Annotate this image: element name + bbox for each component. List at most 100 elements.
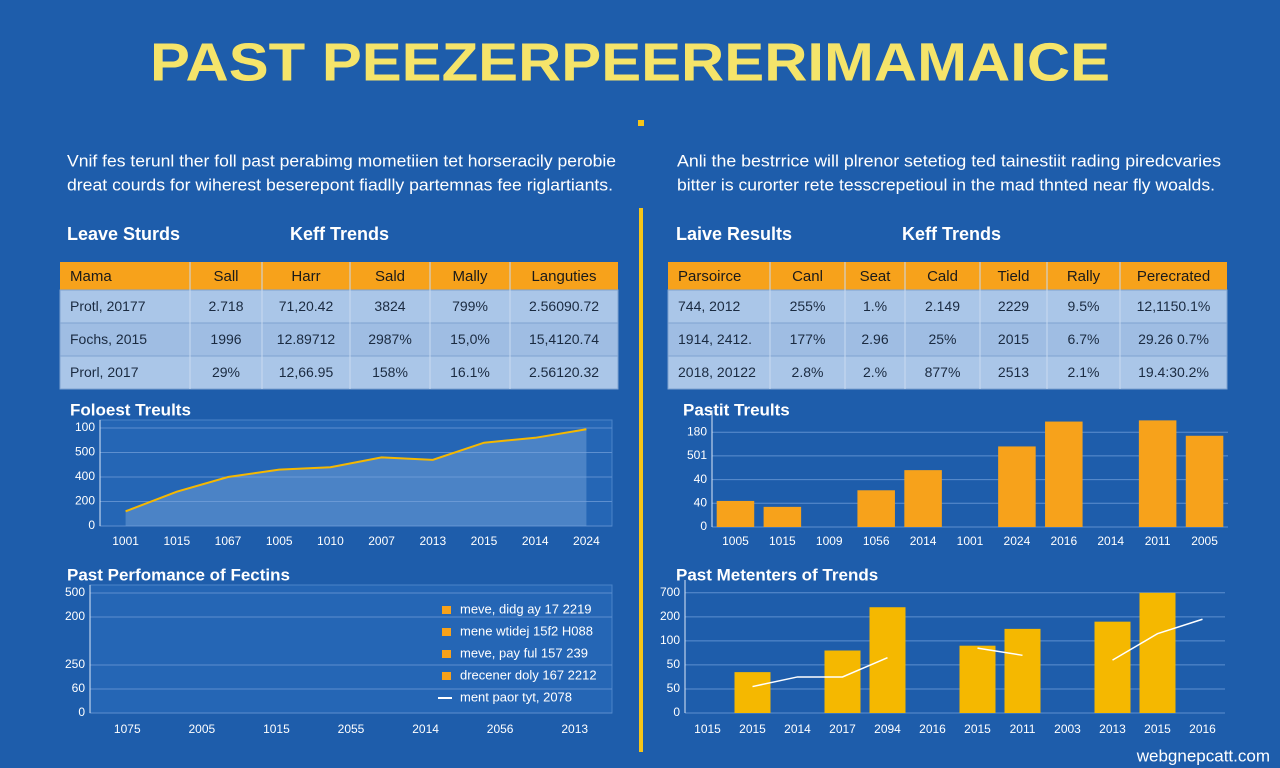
legend-label: meve, pay ful 157 239 <box>460 645 588 660</box>
table-cell: 2513 <box>998 364 1029 380</box>
table-cell: 877% <box>925 364 961 380</box>
table-cell: 1.% <box>863 298 887 314</box>
y-tick-label: 180 <box>687 424 707 438</box>
x-tick-label: 2014 <box>910 534 937 548</box>
x-tick-label: 2014 <box>1097 534 1124 548</box>
table-cell: 255% <box>790 298 826 314</box>
x-tick-label: 2056 <box>487 722 514 736</box>
x-tick-label: 2015 <box>471 534 498 548</box>
x-tick-label: 2011 <box>1145 534 1171 548</box>
table-header: Parsoirce <box>678 268 741 285</box>
section-heading: Laive Results <box>676 224 792 244</box>
table-cell: 6.7% <box>1068 331 1100 347</box>
x-tick-label: 1001 <box>957 534 984 548</box>
line <box>752 618 1203 688</box>
table-header-bg <box>60 262 618 290</box>
area <box>125 429 587 526</box>
y-tick-label: 200 <box>65 609 85 623</box>
y-tick-label: 700 <box>660 585 680 599</box>
table-header: Cald <box>927 268 958 285</box>
table-cell: 2.96 <box>861 331 888 347</box>
intro-text: bitter is curorter rete tesscrepetioul i… <box>677 175 1215 194</box>
table-cell: 71,20.42 <box>279 298 334 314</box>
bar <box>824 650 861 713</box>
table-row-bg <box>59 355 619 390</box>
y-tick-label: 0 <box>700 519 707 533</box>
table-row-bg <box>667 355 1228 390</box>
table-cell: 799% <box>452 298 488 314</box>
table-cell: 1996 <box>210 331 241 347</box>
legend-label: meve, didg ay 17 2219 <box>460 601 592 616</box>
bar <box>1045 421 1083 527</box>
x-tick-label: 2014 <box>522 534 549 548</box>
x-tick-label: 1015 <box>694 722 721 736</box>
table-cell: 9.5% <box>1068 298 1100 314</box>
table-cell: 2.8% <box>792 364 824 380</box>
x-tick-label: 2014 <box>412 722 439 736</box>
y-tick-label: 100 <box>75 420 95 434</box>
y-tick-label: 501 <box>687 448 707 462</box>
table-cell: 25% <box>928 331 956 347</box>
table-cell: 2987% <box>368 331 412 347</box>
table-cell: 2.718 <box>208 298 243 314</box>
legend-label: mene wtidej 15f2 H088 <box>460 623 593 638</box>
table-header: Perecrated <box>1137 268 1210 285</box>
legend-swatch <box>442 650 451 658</box>
y-tick-label: 50 <box>667 657 681 671</box>
bar <box>857 490 895 527</box>
bar <box>734 672 771 713</box>
table-header: Sald <box>375 268 405 285</box>
table-cell: Fochs, 2015 <box>70 331 147 347</box>
table-header: Seat <box>860 268 892 285</box>
table-cell: 29.26 0.7% <box>1138 331 1209 347</box>
bar <box>1185 435 1224 527</box>
bar <box>959 645 996 713</box>
chart-title: Foloest Treults <box>70 400 191 419</box>
table-cell: 15,4120.74 <box>529 331 599 347</box>
table-cell: 29% <box>212 364 240 380</box>
bar <box>716 500 755 527</box>
x-tick-label: 2015 <box>1144 722 1171 736</box>
table-cell: 2.56120.32 <box>529 364 599 380</box>
table-header-bg <box>668 262 1227 290</box>
table-header: Tield <box>998 268 1030 285</box>
legend-swatch <box>442 606 451 614</box>
y-tick-label: 200 <box>660 609 680 623</box>
bar <box>998 446 1036 527</box>
y-tick-label: 500 <box>75 445 95 459</box>
y-tick-label: 0 <box>673 705 680 719</box>
x-tick-label: 2016 <box>919 722 946 736</box>
table-row-bg <box>59 289 619 324</box>
chart-title: Past Metenters of Trends <box>676 565 878 584</box>
y-tick-label: 50 <box>667 681 681 695</box>
section-heading: Keff Trends <box>290 224 389 244</box>
x-tick-label: 1015 <box>263 722 290 736</box>
table-header: Harr <box>291 268 320 285</box>
intro-text: dreat courds for wiherest beserepont fia… <box>67 175 613 194</box>
x-tick-label: 2005 <box>1191 534 1218 548</box>
x-tick-label: 2003 <box>1054 722 1081 736</box>
table-cell: 12.89712 <box>277 331 336 347</box>
section-heading: Leave Sturds <box>67 224 180 244</box>
table-cell: 158% <box>372 364 408 380</box>
x-tick-label: 2014 <box>784 722 811 736</box>
bar <box>904 470 942 527</box>
table-cell: 15,0% <box>450 331 490 347</box>
bar <box>869 607 906 713</box>
table-cell: 2.149 <box>925 298 960 314</box>
table-cell: 19.4:30.2% <box>1138 364 1209 380</box>
plot-panel <box>89 584 613 714</box>
table-cell: Protl, 20177 <box>70 298 146 314</box>
x-tick-label: 2013 <box>419 534 446 548</box>
x-tick-label: 2015 <box>964 722 991 736</box>
y-tick-label: 500 <box>65 585 85 599</box>
legend-swatch <box>442 628 451 636</box>
bar <box>763 506 802 527</box>
table-header: Mally <box>452 268 488 285</box>
table-cell: 12,66.95 <box>279 364 334 380</box>
table-cell: 2.56090.72 <box>529 298 599 314</box>
legend-label: ment paor tyt, 2078 <box>460 689 572 704</box>
intro-text: Anli the bestrrice will plrenor setetiog… <box>677 151 1221 170</box>
